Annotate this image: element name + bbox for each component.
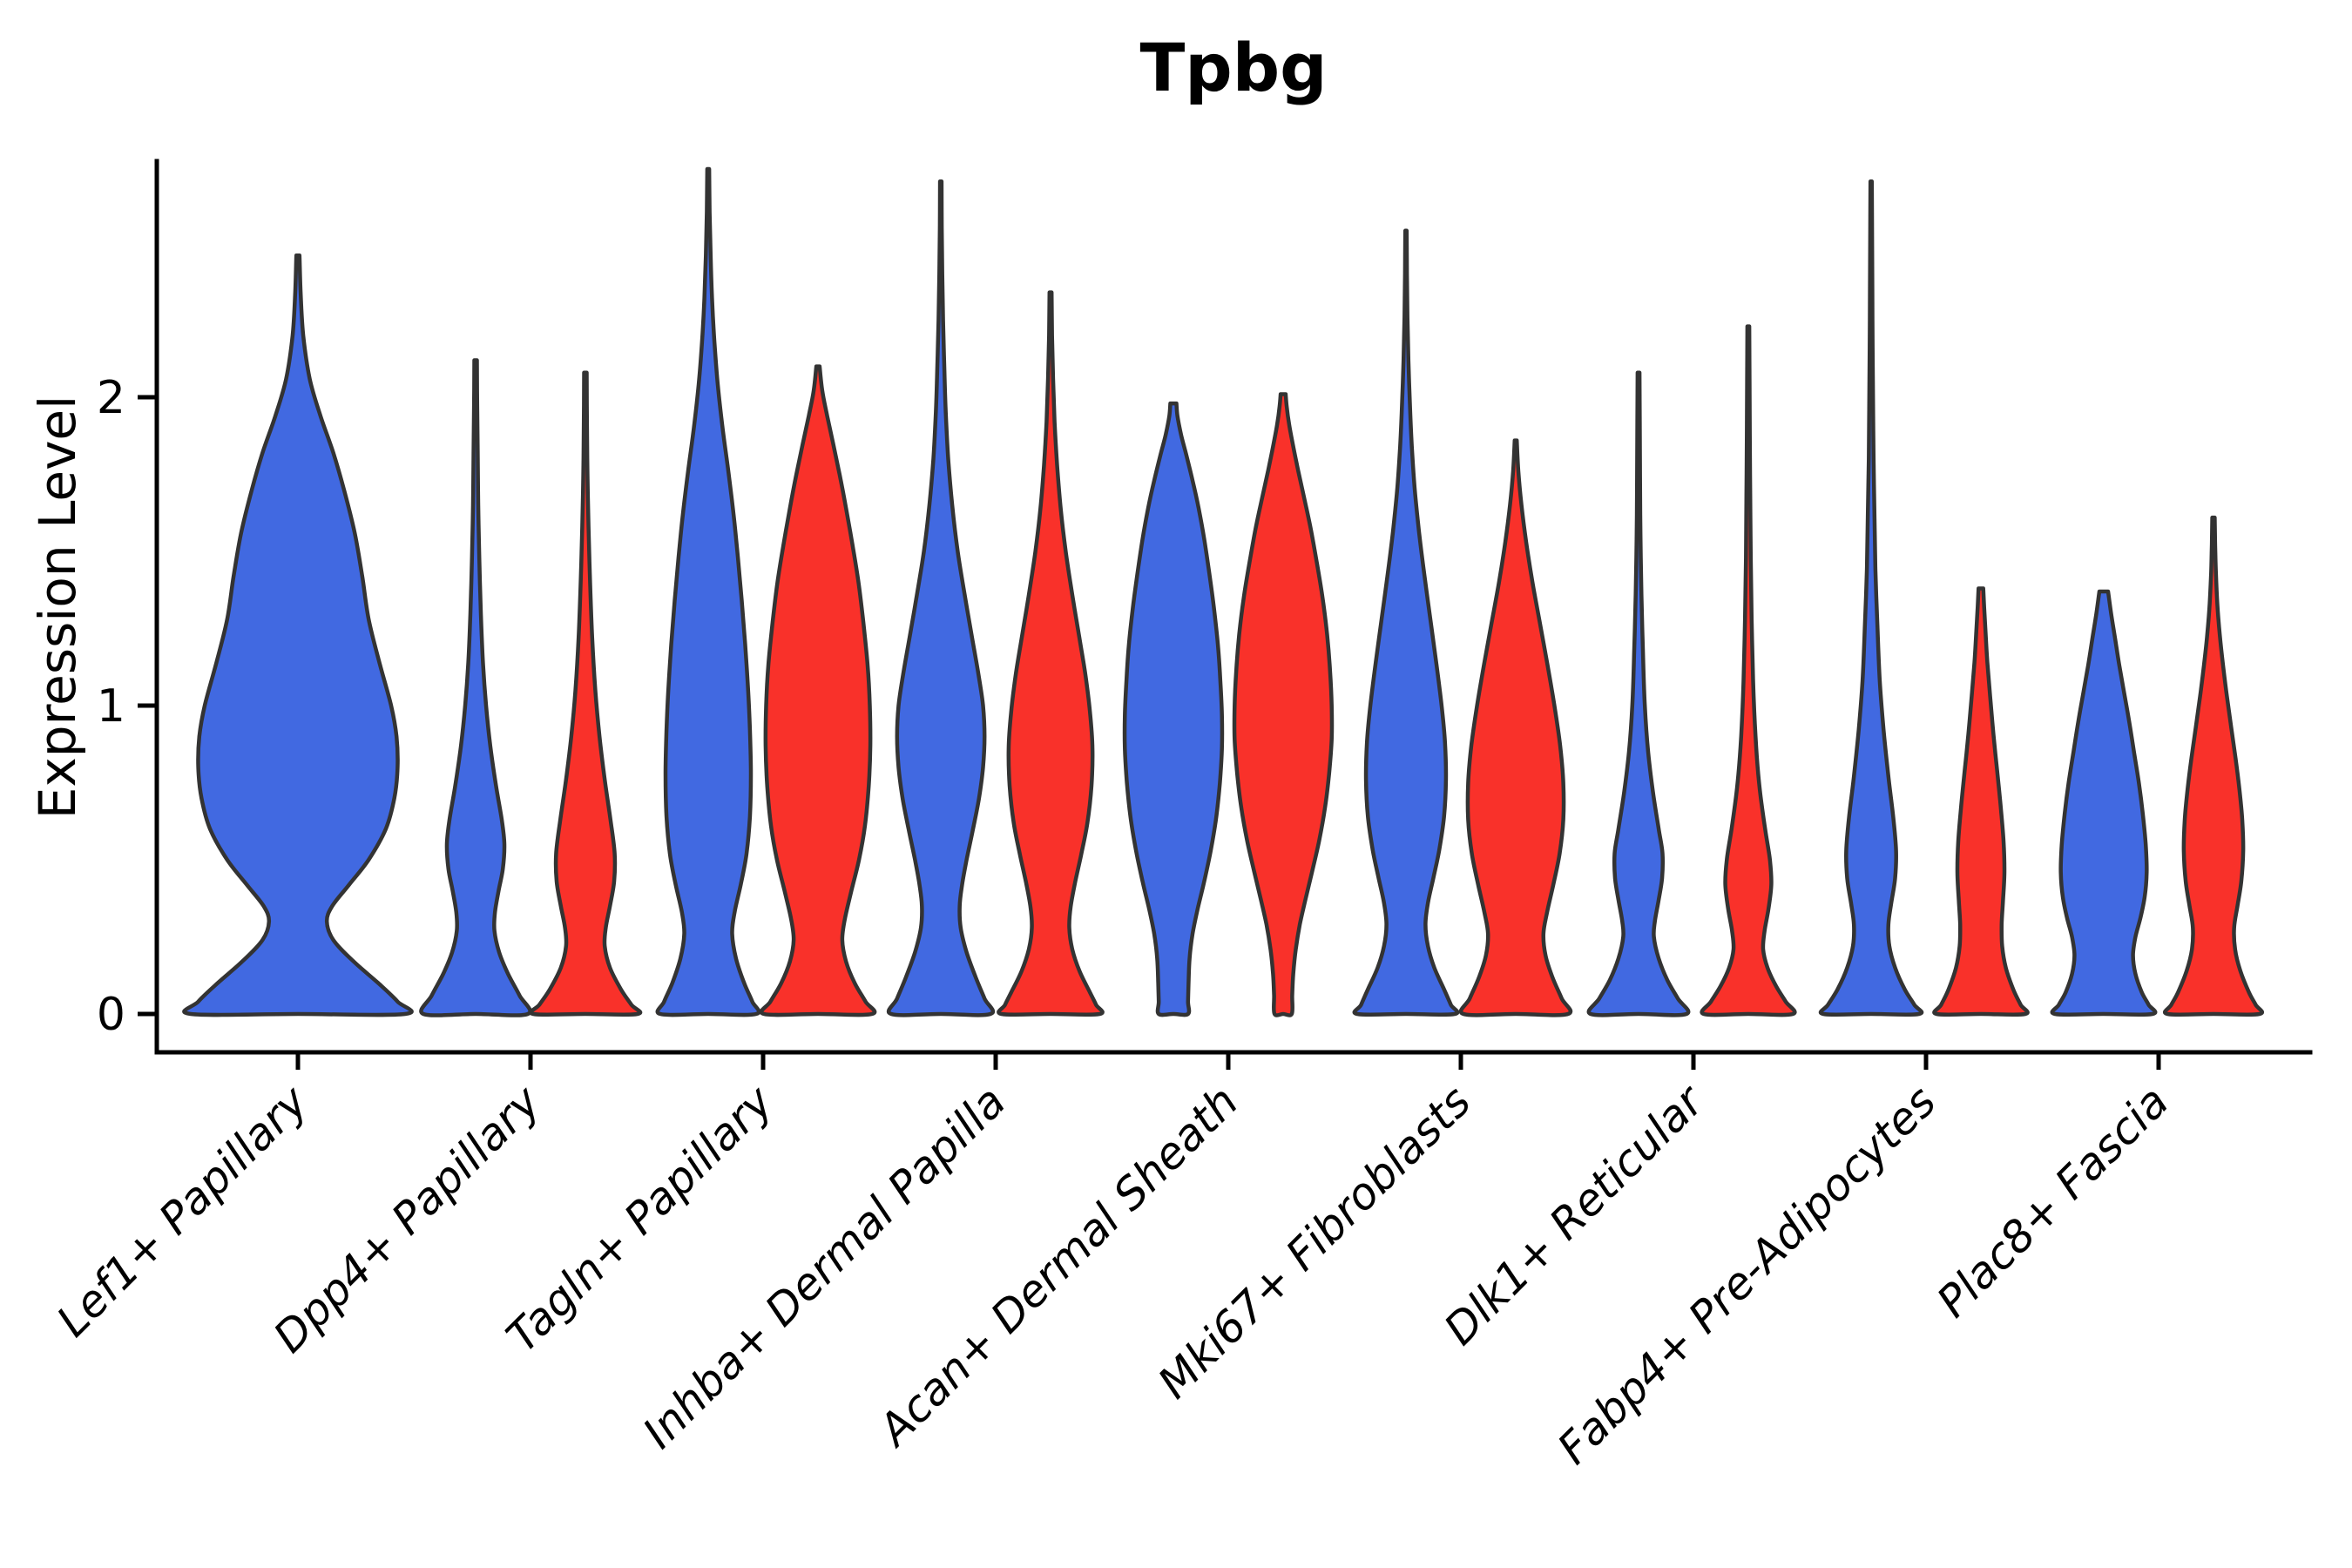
violin-inhba-dermal-papilla-blue bbox=[886, 179, 996, 1017]
y-tick-label: 2 bbox=[97, 372, 125, 424]
chart-title: Tpbg bbox=[1139, 29, 1327, 106]
violin-dlk1-reticular-red bbox=[1700, 324, 1797, 1017]
y-tick-label: 0 bbox=[97, 989, 125, 1041]
violin-fabp4-pre-adipocytes-red bbox=[1932, 586, 2030, 1017]
violin-lef1-papillary-blue bbox=[182, 253, 414, 1017]
axis-spines bbox=[154, 159, 2313, 1055]
violin-tagln-papillary-red bbox=[759, 364, 877, 1017]
y-tick-label: 1 bbox=[97, 680, 125, 733]
violin-mki67-fibroblasts-blue bbox=[1352, 228, 1460, 1017]
violin-inhba-dermal-papilla-red bbox=[997, 290, 1105, 1017]
violin-mki67-fibroblasts-red bbox=[1458, 438, 1573, 1017]
violin-plac8-fascia-blue bbox=[2050, 589, 2158, 1017]
y-axis-label: Expression Level bbox=[28, 395, 87, 819]
violin-tagln-papillary-blue bbox=[655, 166, 761, 1017]
x-tick-label-plac8-fascia: Plac8+ Fascia bbox=[1928, 1076, 2179, 1327]
violin-dlk1-reticular-blue bbox=[1586, 370, 1691, 1017]
x-tick-label-lef1-papillary: Lef1+ Papillary bbox=[47, 1075, 318, 1346]
x-tick-label-fabp4-pre-adipocytes: Fabp4+ Pre-Adipocytes bbox=[1548, 1076, 1946, 1474]
violin-acan-dermal-sheath-red bbox=[1232, 392, 1335, 1017]
violin-acan-dermal-sheath-blue bbox=[1122, 401, 1225, 1017]
violin-dpp4-papillary-blue bbox=[419, 358, 532, 1017]
violin-dpp4-papillary-red bbox=[528, 370, 643, 1017]
violin-fabp4-pre-adipocytes-blue bbox=[1818, 179, 1924, 1017]
violins-layer bbox=[182, 166, 2265, 1017]
violin-plac8-fascia-red bbox=[2162, 515, 2265, 1017]
